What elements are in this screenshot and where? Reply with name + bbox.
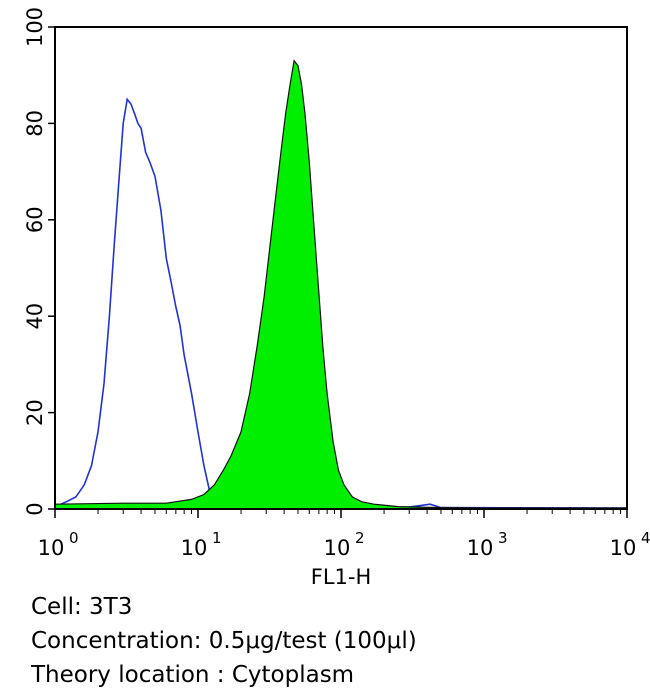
- y-tick-label: 0: [23, 502, 47, 515]
- x-tick-exponent: 2: [355, 529, 365, 547]
- x-tick-label: 10: [610, 536, 637, 560]
- x-tick-label: 10: [324, 536, 351, 560]
- x-tick-label: 10: [181, 536, 208, 560]
- y-tick-label: 40: [23, 303, 47, 330]
- caption-cell: Cell: 3T3: [31, 594, 133, 620]
- y-tick-label: 100: [23, 7, 47, 47]
- x-tick-label: 10: [467, 536, 494, 560]
- y-tick-label: 80: [23, 110, 47, 137]
- x-tick-label: 10: [38, 536, 65, 560]
- caption-concentration: Concentration: 0.5μg/test (100μl): [31, 628, 417, 654]
- y-tick-label: 60: [23, 206, 47, 233]
- plot-background: [55, 27, 627, 509]
- series-1-edge: [54, 59, 627, 509]
- x-axis-title: FL1-H: [311, 565, 372, 589]
- x-tick-exponent: 4: [641, 529, 650, 547]
- caption-theory-location: Theory location : Cytoplasm: [31, 662, 355, 688]
- y-tick-label: 20: [23, 399, 47, 426]
- x-tick-exponent: 1: [212, 529, 222, 547]
- x-tick-exponent: 0: [69, 529, 79, 547]
- x-tick-exponent: 3: [498, 529, 508, 547]
- series-layer: [54, 59, 628, 509]
